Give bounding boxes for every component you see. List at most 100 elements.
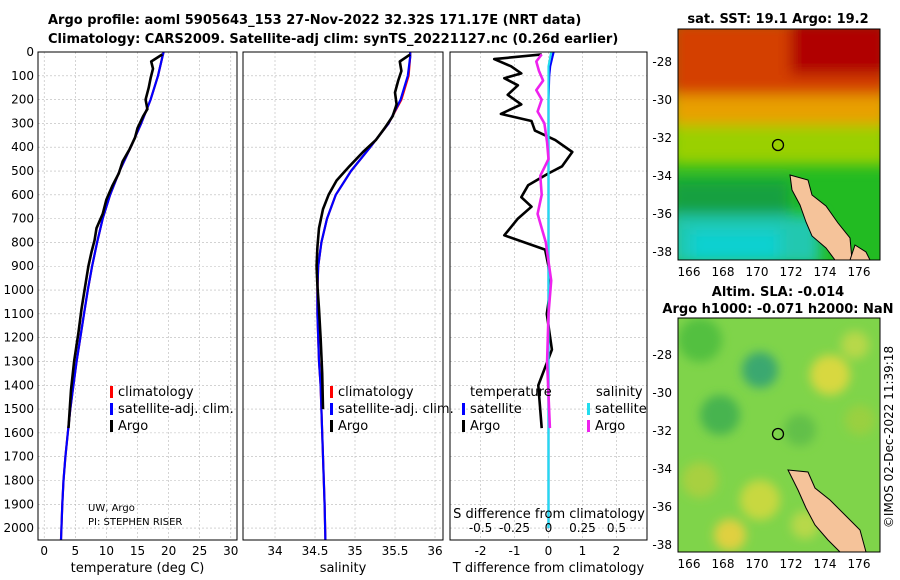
series-satellite-adj-clim- [59, 51, 165, 541]
legend-argo-label: Argo [338, 419, 368, 434]
series-climatology [316, 52, 412, 541]
depth-tick-label: 700 [11, 212, 34, 226]
map-lon-tick: 170 [746, 557, 769, 571]
sst-map-title: sat. SST: 19.1 Argo: 19.2 [687, 12, 868, 27]
panel-frame [242, 51, 444, 541]
map-lon-tick: 174 [814, 265, 837, 279]
depth-tick-label: 1800 [3, 473, 34, 487]
legend-difference: temperature salinity satellite Argo sate… [462, 385, 647, 434]
panel-frame [449, 51, 648, 541]
depth-tick-label: 900 [11, 259, 34, 273]
depth-tick-label: 1300 [3, 354, 34, 368]
depth-tick-label: 400 [11, 140, 34, 154]
legend-swatch-s-argo [587, 420, 590, 432]
series-satellite-adj-clim- [316, 52, 412, 541]
map-lon-tick: 168 [712, 265, 735, 279]
panel-salinity: 34 34.5 35 35.5 36 salinity [242, 51, 444, 576]
series-climatology [59, 51, 165, 541]
map-lat-tick: -34 [652, 169, 672, 183]
depth-tick-label: 100 [11, 69, 34, 83]
depth-tick-label: 1600 [3, 426, 34, 440]
credit-line1: UW, Argo [88, 503, 135, 514]
series-argo [315, 53, 411, 410]
depth-tick-label: 1000 [3, 283, 34, 297]
x-tick-label: 36 [427, 544, 442, 558]
sla-map [677, 317, 881, 553]
depth-tick-label: 600 [11, 188, 34, 202]
map-lon-tick: 176 [848, 557, 871, 571]
legend-swatch-s-satellite [587, 403, 590, 415]
map-lat-tick: -30 [652, 386, 672, 400]
x-tick-label: 25 [192, 544, 207, 558]
depth-tick-label: 800 [11, 235, 34, 249]
x-tick-label: 35 [347, 544, 362, 558]
depth-tick-label: 0 [26, 45, 34, 59]
depth-tick-label: 300 [11, 116, 34, 130]
legend-swatch-argo [110, 420, 113, 432]
legend-t-argo-label: Argo [470, 419, 500, 434]
map-lon-tick: 174 [814, 557, 837, 571]
x-tick-label: -2 [475, 544, 487, 558]
argo-location-marker-sla [771, 427, 785, 441]
legend-swatch-climatology [110, 386, 113, 398]
figure-title-line2: Climatology: CARS2009. Satellite-adj cli… [48, 32, 619, 47]
x-tick-label: 2 [613, 544, 621, 558]
s-tick-label: 0.25 [569, 521, 596, 535]
series-salinity-satellite [547, 51, 553, 529]
legend-t-satellite-label: satellite [470, 402, 522, 417]
x-tick-label: 30 [223, 544, 238, 558]
map-lon-tick: 166 [678, 265, 701, 279]
map-lat-tick: -38 [652, 245, 672, 259]
depth-tick-label: 1200 [3, 331, 34, 345]
map-lat-tick: -30 [652, 93, 672, 107]
figure-title-line1: Argo profile: aoml 5905643_153 27-Nov-20… [48, 13, 582, 28]
map-lon-tick: 172 [780, 265, 803, 279]
x-tick-label: 10 [99, 544, 114, 558]
legend-satellite-label: satellite-adj. clim. [118, 402, 234, 417]
legend-swatch-t-argo [462, 420, 465, 432]
legend-swatch-t-satellite [462, 403, 465, 415]
map-lat-tick: -38 [652, 538, 672, 552]
map-lon-tick: 168 [712, 557, 735, 571]
map-lat-tick: -36 [652, 207, 672, 221]
legend-swatch-satellite [110, 403, 113, 415]
x-tick-label: 35.5 [382, 544, 409, 558]
series-argo [67, 53, 164, 429]
x-tick-label: 34 [267, 544, 282, 558]
sst-map [677, 28, 881, 261]
map-lat-tick: -32 [652, 424, 672, 438]
credit-line2: PI: STEPHEN RISER [88, 517, 182, 528]
map-lat-tick: -36 [652, 500, 672, 514]
panel-difference: -2 -1 0 1 2 T difference from climatology [449, 51, 648, 576]
series-temperature-argo [492, 53, 574, 429]
map-lon-tick: 176 [848, 265, 871, 279]
depth-tick-label: 200 [11, 93, 34, 107]
depth-tick-label: 1900 [3, 497, 34, 511]
x-axis-label: T difference from climatology [452, 561, 645, 576]
x-tick-label: 20 [161, 544, 176, 558]
map-lon-tick: 172 [780, 557, 803, 571]
x-tick-label: 0 [40, 544, 48, 558]
x-tick-label: 1 [579, 544, 587, 558]
sla-map-title-line2: Argo h1000: -0.071 h2000: NaN [662, 302, 893, 317]
depth-tick-label: 500 [11, 164, 34, 178]
depth-axis: 0 100 200 300 400 500 600 700 800 900 1000 1100 1200… [3, 45, 34, 535]
legend-temperature-title: temperature [470, 385, 552, 400]
map-lat-tick: -32 [652, 131, 672, 145]
legend-swatch-climatology [330, 386, 333, 398]
x-tick-label: 34.5 [302, 544, 329, 558]
map-lat-tick: -28 [652, 55, 672, 69]
panel-frame [37, 51, 238, 541]
timestamp: ©IMOS 02-Dec-2022 11:39:18 [882, 346, 896, 528]
legend-satellite-label: satellite-adj. clim. [338, 402, 454, 417]
depth-tick-label: 1700 [3, 450, 34, 464]
legend-s-argo-label: Argo [595, 419, 625, 434]
legend-temperature: climatology satellite-adj. clim. Argo [110, 385, 234, 434]
depth-tick-label: 1500 [3, 402, 34, 416]
legend-swatch-argo [330, 420, 333, 432]
map-lon-tick: 170 [746, 265, 769, 279]
argo-location-marker [771, 138, 785, 152]
s-tick-label: -0.5 [469, 521, 492, 535]
s-tick-label: 0 [545, 521, 553, 535]
